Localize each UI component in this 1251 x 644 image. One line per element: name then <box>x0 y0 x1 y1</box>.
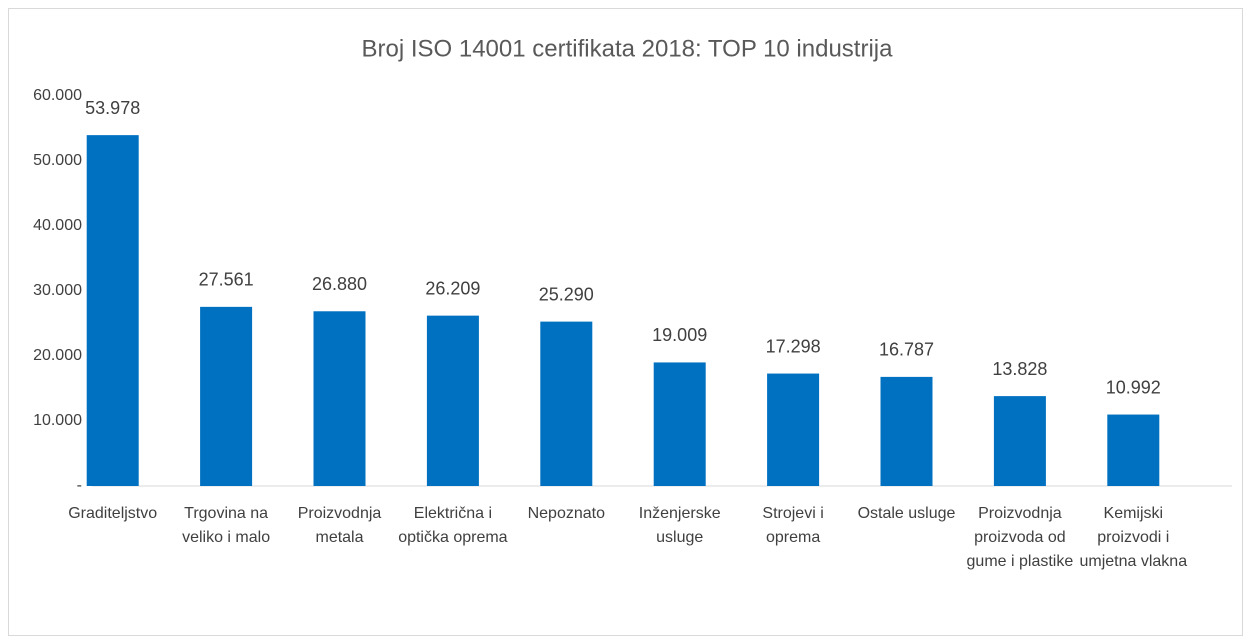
bar <box>1107 414 1160 486</box>
bar <box>653 362 706 486</box>
value-label: 10.992 <box>1106 377 1161 397</box>
x-tick-label: Strojevi i oprema <box>762 505 824 546</box>
y-tick-label: 50.000 <box>33 152 82 169</box>
value-label: 13.828 <box>992 359 1047 379</box>
x-tick-label: Ostale usluge <box>857 505 956 522</box>
x-tick-label: Proizvodnja proizvoda od gume i plastike <box>966 505 1074 570</box>
bar <box>880 376 933 486</box>
x-tick-label: Nepoznato <box>527 505 605 522</box>
y-tick-label: 10.000 <box>33 412 82 429</box>
bar <box>200 306 253 486</box>
value-label: 19.009 <box>652 325 707 345</box>
y-tick-label: 20.000 <box>33 347 82 364</box>
chart-title: Broj ISO 14001 certifikata 2018: TOP 10 … <box>362 35 894 62</box>
value-label: 17.298 <box>766 336 821 356</box>
x-tick-label: Kemijski proizvodi i umjetna vlakna <box>1079 505 1188 570</box>
bar <box>313 311 366 486</box>
y-tick-label: - <box>77 477 82 494</box>
bar <box>426 315 479 486</box>
x-tick-label: Trgovina na veliko i malo <box>182 505 271 546</box>
bar <box>86 135 139 486</box>
y-tick-label: 60.000 <box>33 87 82 104</box>
x-tick-label: Inženjerske usluge <box>638 505 721 546</box>
y-tick-label: 30.000 <box>33 282 82 299</box>
value-label: 16.787 <box>879 340 934 360</box>
value-label: 27.561 <box>199 270 254 290</box>
bar <box>993 396 1046 486</box>
bar <box>767 373 820 486</box>
x-tick-label: Graditeljstvo <box>68 505 158 522</box>
value-label: 26.209 <box>425 278 480 298</box>
y-tick-label: 40.000 <box>33 217 82 234</box>
value-label: 26.880 <box>312 274 367 294</box>
bar <box>540 321 593 486</box>
value-label: 25.290 <box>539 284 594 304</box>
x-tick-label: Proizvodnja metala <box>297 505 382 546</box>
value-label: 53.978 <box>85 98 140 118</box>
x-tick-label: Električna i optička oprema <box>398 505 508 546</box>
